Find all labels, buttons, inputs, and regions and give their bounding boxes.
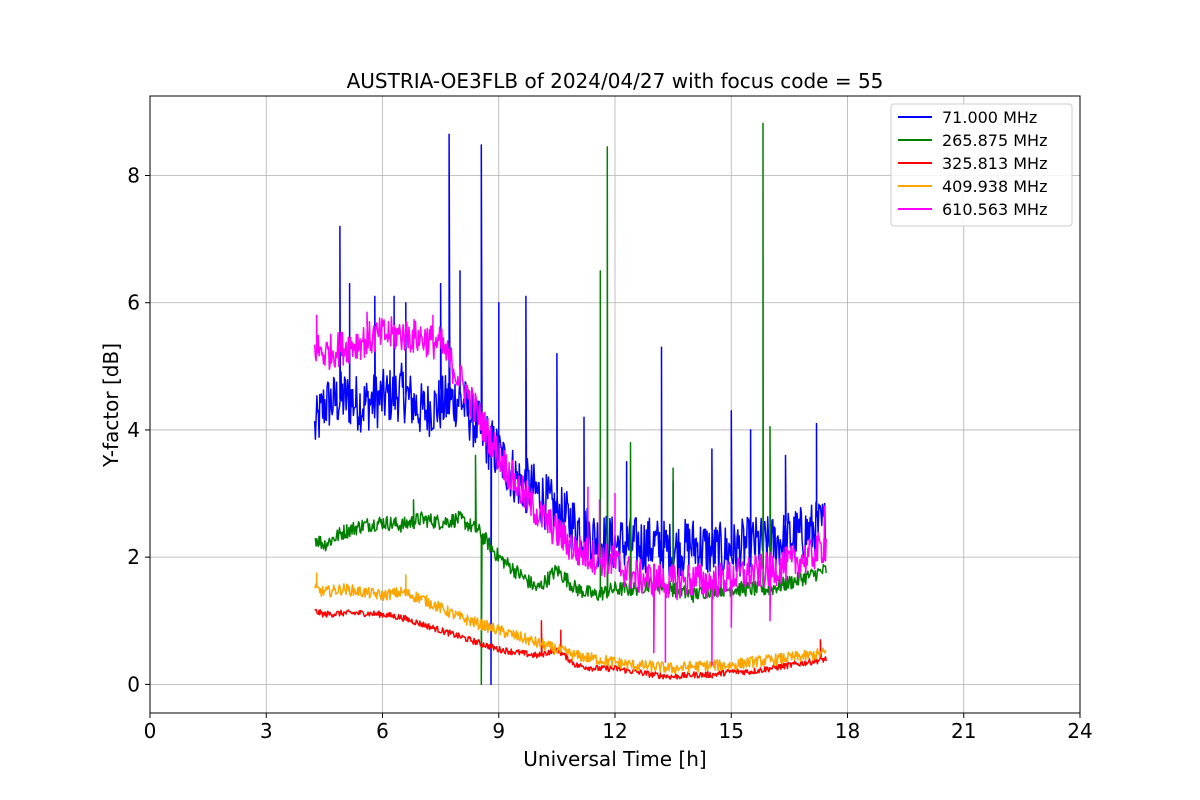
y-axis-label: Y-factor [dB] [99, 343, 123, 468]
series-line-5 [313, 311, 827, 667]
x-tick-label: 12 [602, 719, 627, 743]
y-tick-label: 8 [127, 164, 140, 188]
y-tick-label: 4 [127, 418, 140, 442]
series-lines [313, 122, 827, 686]
x-axis-label: Universal Time [h] [523, 747, 706, 771]
x-tick-label: 18 [835, 719, 860, 743]
x-tick-label: 15 [719, 719, 744, 743]
legend-label: 610.563 MHz [942, 200, 1047, 219]
x-tick-label: 6 [376, 719, 389, 743]
series-line-3 [314, 608, 827, 680]
legend-label: 71.000 MHz [942, 108, 1037, 127]
y-tick-label: 0 [127, 672, 140, 696]
legend-box [890, 103, 1073, 227]
legend-label: 265.875 MHz [942, 131, 1047, 150]
x-tick-label: 24 [1067, 719, 1092, 743]
x-tick-label: 21 [951, 719, 976, 743]
series-line-1 [313, 133, 827, 686]
x-tick-label: 9 [492, 719, 505, 743]
chart-title: AUSTRIA-OE3FLB of 2024/04/27 with focus … [347, 69, 884, 93]
legend-label: 325.813 MHz [942, 154, 1047, 173]
x-tick-label: 0 [144, 719, 157, 743]
x-tick-label: 3 [260, 719, 273, 743]
y-tick-label: 6 [127, 291, 140, 315]
series-line-4 [313, 572, 827, 674]
y-tick-label: 2 [127, 545, 140, 569]
legend-entries: 71.000 MHz 265.875 MHz 325.813 MHz 409.9… [898, 108, 1047, 219]
legend-label: 409.938 MHz [942, 177, 1047, 196]
series-line-2 [314, 122, 827, 686]
legend: 71.000 MHz 265.875 MHz 325.813 MHz 409.9… [890, 103, 1073, 227]
